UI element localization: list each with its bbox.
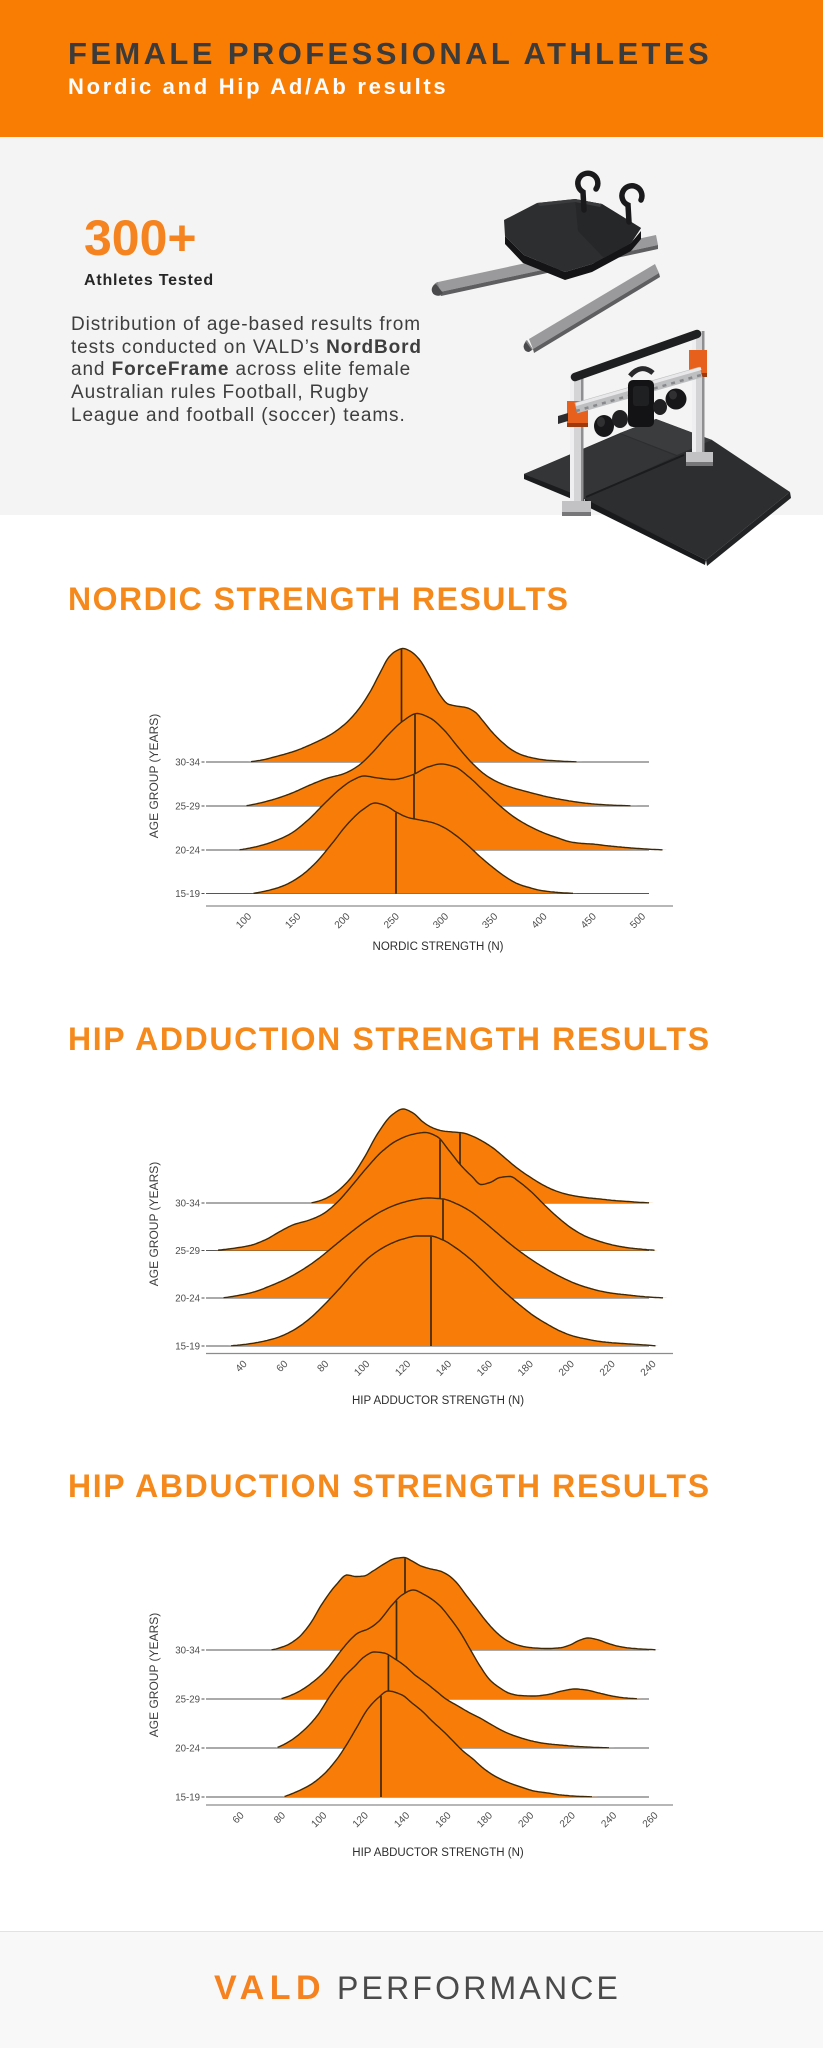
- svg-text:80: 80: [272, 1810, 288, 1826]
- svg-text:400: 400: [530, 911, 550, 931]
- svg-text:500: 500: [628, 911, 648, 931]
- svg-text:120: 120: [393, 1359, 413, 1379]
- svg-text:260: 260: [641, 1810, 661, 1830]
- svg-text:20-24: 20-24: [175, 1294, 200, 1305]
- svg-text:100: 100: [234, 911, 254, 931]
- svg-text:160: 160: [434, 1810, 454, 1830]
- svg-text:60: 60: [275, 1359, 291, 1375]
- svg-text:180: 180: [475, 1810, 495, 1830]
- svg-text:350: 350: [481, 911, 501, 931]
- svg-text:HIP ADDUCTOR STRENGTH (N): HIP ADDUCTOR STRENGTH (N): [352, 1395, 524, 1407]
- svg-text:25-29: 25-29: [175, 1695, 200, 1706]
- svg-text:AGE GROUP (YEARS): AGE GROUP (YEARS): [147, 1613, 161, 1737]
- svg-text:180: 180: [516, 1359, 536, 1379]
- svg-text:15-19: 15-19: [175, 889, 200, 900]
- svg-text:140: 140: [434, 1359, 454, 1379]
- svg-text:25-29: 25-29: [175, 1246, 200, 1257]
- svg-text:60: 60: [231, 1810, 247, 1826]
- svg-text:120: 120: [351, 1810, 371, 1830]
- svg-text:240: 240: [599, 1810, 619, 1830]
- svg-text:200: 200: [333, 911, 353, 931]
- svg-text:30-34: 30-34: [175, 1646, 200, 1657]
- svg-text:100: 100: [310, 1810, 330, 1830]
- svg-text:240: 240: [639, 1359, 659, 1379]
- svg-text:220: 220: [558, 1810, 578, 1830]
- svg-text:NORDIC STRENGTH (N): NORDIC STRENGTH (N): [373, 941, 504, 953]
- svg-text:40: 40: [234, 1359, 250, 1375]
- svg-text:150: 150: [284, 911, 304, 931]
- svg-text:300: 300: [431, 911, 451, 931]
- svg-text:15-19: 15-19: [175, 1342, 200, 1353]
- svg-text:25-29: 25-29: [175, 802, 200, 813]
- svg-text:AGE GROUP (YEARS): AGE GROUP (YEARS): [147, 714, 161, 838]
- svg-text:HIP ABDUCTOR STRENGTH (N): HIP ABDUCTOR STRENGTH (N): [352, 1847, 524, 1859]
- svg-text:450: 450: [579, 911, 599, 931]
- svg-text:AGE GROUP (YEARS): AGE GROUP (YEARS): [147, 1162, 161, 1286]
- svg-text:15-19: 15-19: [175, 1793, 200, 1804]
- svg-text:20-24: 20-24: [175, 846, 200, 857]
- svg-text:220: 220: [598, 1359, 618, 1379]
- svg-text:30-34: 30-34: [175, 1199, 200, 1210]
- svg-text:200: 200: [557, 1359, 577, 1379]
- svg-text:140: 140: [392, 1810, 412, 1830]
- svg-text:80: 80: [316, 1359, 332, 1375]
- svg-text:30-34: 30-34: [175, 758, 200, 769]
- svg-text:250: 250: [382, 911, 402, 931]
- svg-text:100: 100: [353, 1359, 373, 1379]
- svg-text:200: 200: [517, 1810, 537, 1830]
- svg-text:20-24: 20-24: [175, 1744, 200, 1755]
- svg-text:160: 160: [475, 1359, 495, 1379]
